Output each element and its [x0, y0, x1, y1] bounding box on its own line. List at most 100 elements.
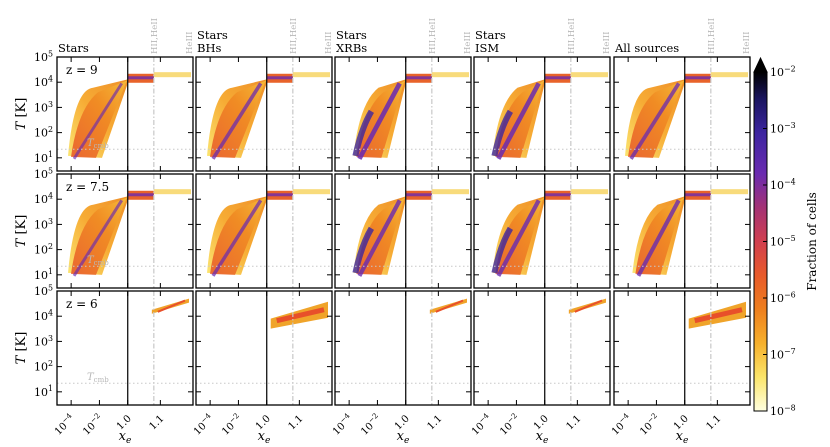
- column-title: BHs: [197, 41, 221, 55]
- column-title: Stars: [336, 28, 367, 42]
- density-dense-cold: [352, 226, 375, 274]
- density-ridge: [211, 82, 263, 160]
- density-ridge: [629, 82, 681, 160]
- density-hot-blob-core: [574, 299, 603, 313]
- y-tick-label: 103: [34, 334, 53, 349]
- column-title: Stars: [475, 28, 506, 42]
- density-plateau-core: [266, 76, 293, 80]
- y-tick-label: 102: [34, 242, 53, 257]
- x-tick-label: 10−4: [468, 411, 495, 438]
- panel-r2-c4: 10−410−2 1.0 1.1xe: [610, 290, 751, 446]
- x-axis-label: xe: [258, 429, 271, 446]
- density-plateau-core: [127, 193, 154, 197]
- top-marker-right-label: HeIII: [602, 31, 612, 54]
- top-marker-label: HII,HeII: [707, 18, 717, 54]
- top-marker-label: HII,HeII: [567, 18, 577, 54]
- density-hot-blob-core: [276, 307, 325, 324]
- density-plateau-core: [544, 193, 571, 197]
- heatmap-density: [491, 72, 608, 160]
- y-axis-label: T [K]: [14, 332, 29, 365]
- y-tick-label: 103: [34, 100, 53, 115]
- heatmap-density: [352, 72, 469, 160]
- density-hot-tail: [431, 189, 469, 195]
- column-title: Stars: [197, 28, 228, 42]
- x-tick-label: 1.1: [147, 413, 166, 432]
- panel-r1-c0: 101 102 103 104 105 Tcmb z = 7.5: [34, 166, 194, 289]
- x-tick-label: 1.1: [425, 413, 444, 432]
- density-plateau-core: [266, 193, 293, 197]
- x-tick-label: 10−2: [496, 411, 523, 438]
- heatmap-density: [568, 298, 606, 314]
- y-tick-label: 104: [34, 309, 53, 324]
- y-tick-label: 105: [34, 166, 53, 181]
- x-tick-label: 10−4: [329, 411, 356, 438]
- x-axis-label: xe: [676, 429, 689, 446]
- heatmap-density: [625, 72, 748, 160]
- panel-r1-c3: [473, 173, 611, 289]
- panel-frame: [613, 173, 751, 289]
- x-tick-label: 1.1: [704, 413, 723, 432]
- top-marker-right-label: HeIII: [463, 31, 473, 54]
- y-tick-label: 101: [34, 150, 53, 165]
- panel-frame: [195, 56, 333, 172]
- y-tick-label: 101: [34, 267, 53, 282]
- colorbar-tick-label: 10−5: [770, 234, 796, 249]
- density-plateau-core: [544, 76, 571, 80]
- top-marker-label: HII,HeII: [428, 18, 438, 54]
- panel-frame: [56, 290, 194, 406]
- y-tick-label: 102: [34, 359, 53, 374]
- panel-r2-c2: 10−410−2 1.0 1.1xe: [329, 290, 472, 446]
- heatmap-density: [207, 72, 330, 160]
- density-hot-tail: [710, 72, 748, 78]
- density-dense-cold: [352, 109, 375, 157]
- y-tick-label: 104: [34, 192, 53, 207]
- heatmap-density: [491, 189, 608, 277]
- heatmap-density: [68, 72, 191, 160]
- density-hot-tail: [153, 72, 191, 78]
- redshift-label: z = 7.5: [66, 180, 109, 194]
- column-title: ISM: [475, 41, 499, 55]
- heatmap-density: [68, 189, 191, 277]
- panel-frame: [613, 290, 751, 406]
- tcmb-label: Tcmb: [87, 138, 109, 150]
- panel-frame: [473, 56, 611, 172]
- y-tick-label: 102: [34, 125, 53, 140]
- panel-frame: [56, 56, 194, 172]
- panel-r1-c1: [195, 173, 333, 289]
- x-tick-label: 10−2: [636, 411, 663, 438]
- panel-frame: [195, 173, 333, 289]
- panel-r2-c1: 10−410−2 1.0 1.1xe: [190, 290, 333, 446]
- heatmap-density: [632, 189, 748, 277]
- x-tick-label: 10−4: [51, 411, 78, 438]
- panel-frame: [334, 56, 472, 172]
- x-tick-label: 10−4: [190, 411, 217, 438]
- y-tick-label: 105: [34, 49, 53, 64]
- colorbar-tick-label: 10−2: [770, 64, 796, 79]
- heatmap-density: [688, 301, 746, 329]
- x-tick-label: 10−2: [218, 411, 245, 438]
- heatmap-density: [270, 301, 328, 329]
- top-marker-right-label: HeIII: [742, 31, 752, 54]
- density-hot-tail: [570, 72, 608, 78]
- density-dense-cold: [491, 109, 514, 157]
- density-ridge: [72, 199, 124, 277]
- density-plateau-core: [405, 76, 432, 80]
- panel-frame: [334, 173, 472, 289]
- density-ridge: [72, 82, 123, 160]
- x-tick-label: 10−2: [357, 411, 384, 438]
- top-marker-right-label: HeIII: [185, 31, 195, 54]
- density-hot-tail: [431, 72, 469, 78]
- heatmap-density: [151, 298, 189, 314]
- density-hot-blob-core: [694, 307, 743, 324]
- top-marker-label: HII,HeII: [150, 18, 160, 54]
- column-title: XRBs: [336, 41, 367, 55]
- density-hot-tail: [153, 189, 191, 195]
- x-axis-label: xe: [119, 429, 132, 446]
- density-hot-tail: [710, 189, 748, 195]
- density-hot-tail: [292, 189, 330, 195]
- y-tick-label: 104: [34, 75, 53, 90]
- top-marker-right-label: HeIII: [324, 31, 334, 54]
- colorbar-tick-label: 10−7: [770, 347, 796, 362]
